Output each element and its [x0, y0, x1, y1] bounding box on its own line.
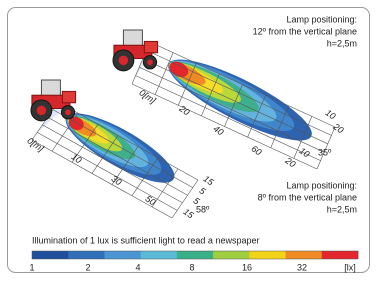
- illustration: Lamp positioning: 12º from the vertical …: [0, 0, 377, 280]
- tractor-cab: [123, 30, 142, 47]
- caption: 12º from the vertical plane: [253, 26, 357, 36]
- scale-segment: [177, 251, 214, 259]
- scale-unit: [lx]: [344, 262, 356, 272]
- scale-segment: [249, 251, 286, 259]
- note: Illumination of 1 lux is sufficient ligh…: [32, 235, 259, 245]
- frame: [8, 8, 370, 273]
- scale-segment: [104, 251, 141, 259]
- caption: h=2,5m: [327, 38, 357, 48]
- color-scale: [32, 251, 358, 259]
- scale-label: 32: [297, 262, 307, 272]
- tractor-wheel: [119, 56, 128, 66]
- tractor-cab: [41, 80, 60, 97]
- tractor-hood: [144, 41, 157, 52]
- scale-label: 1: [29, 262, 34, 272]
- scale-segment: [32, 251, 69, 259]
- tractor-wheel: [65, 109, 71, 115]
- caption: Lamp positioning:: [286, 180, 357, 190]
- tractor-wheel: [147, 59, 153, 65]
- caption: h=2,5m: [327, 204, 357, 214]
- caption: Lamp positioning:: [286, 14, 357, 24]
- scale-segment: [213, 251, 250, 259]
- angle: 58º: [196, 204, 210, 214]
- scale-label: 8: [189, 262, 194, 272]
- scale-label: 16: [242, 262, 252, 272]
- scale-segment: [322, 251, 359, 259]
- tractor-hood: [62, 91, 75, 102]
- scale-segment: [286, 251, 323, 259]
- scale-label: 2: [85, 262, 90, 272]
- caption: 8º from the vertical plane: [258, 192, 357, 202]
- angle: 35º: [318, 147, 332, 157]
- scale-segment: [141, 251, 178, 259]
- tractor-wheel: [37, 106, 47, 116]
- scale-segment: [68, 251, 105, 259]
- scale-label: 4: [135, 262, 140, 272]
